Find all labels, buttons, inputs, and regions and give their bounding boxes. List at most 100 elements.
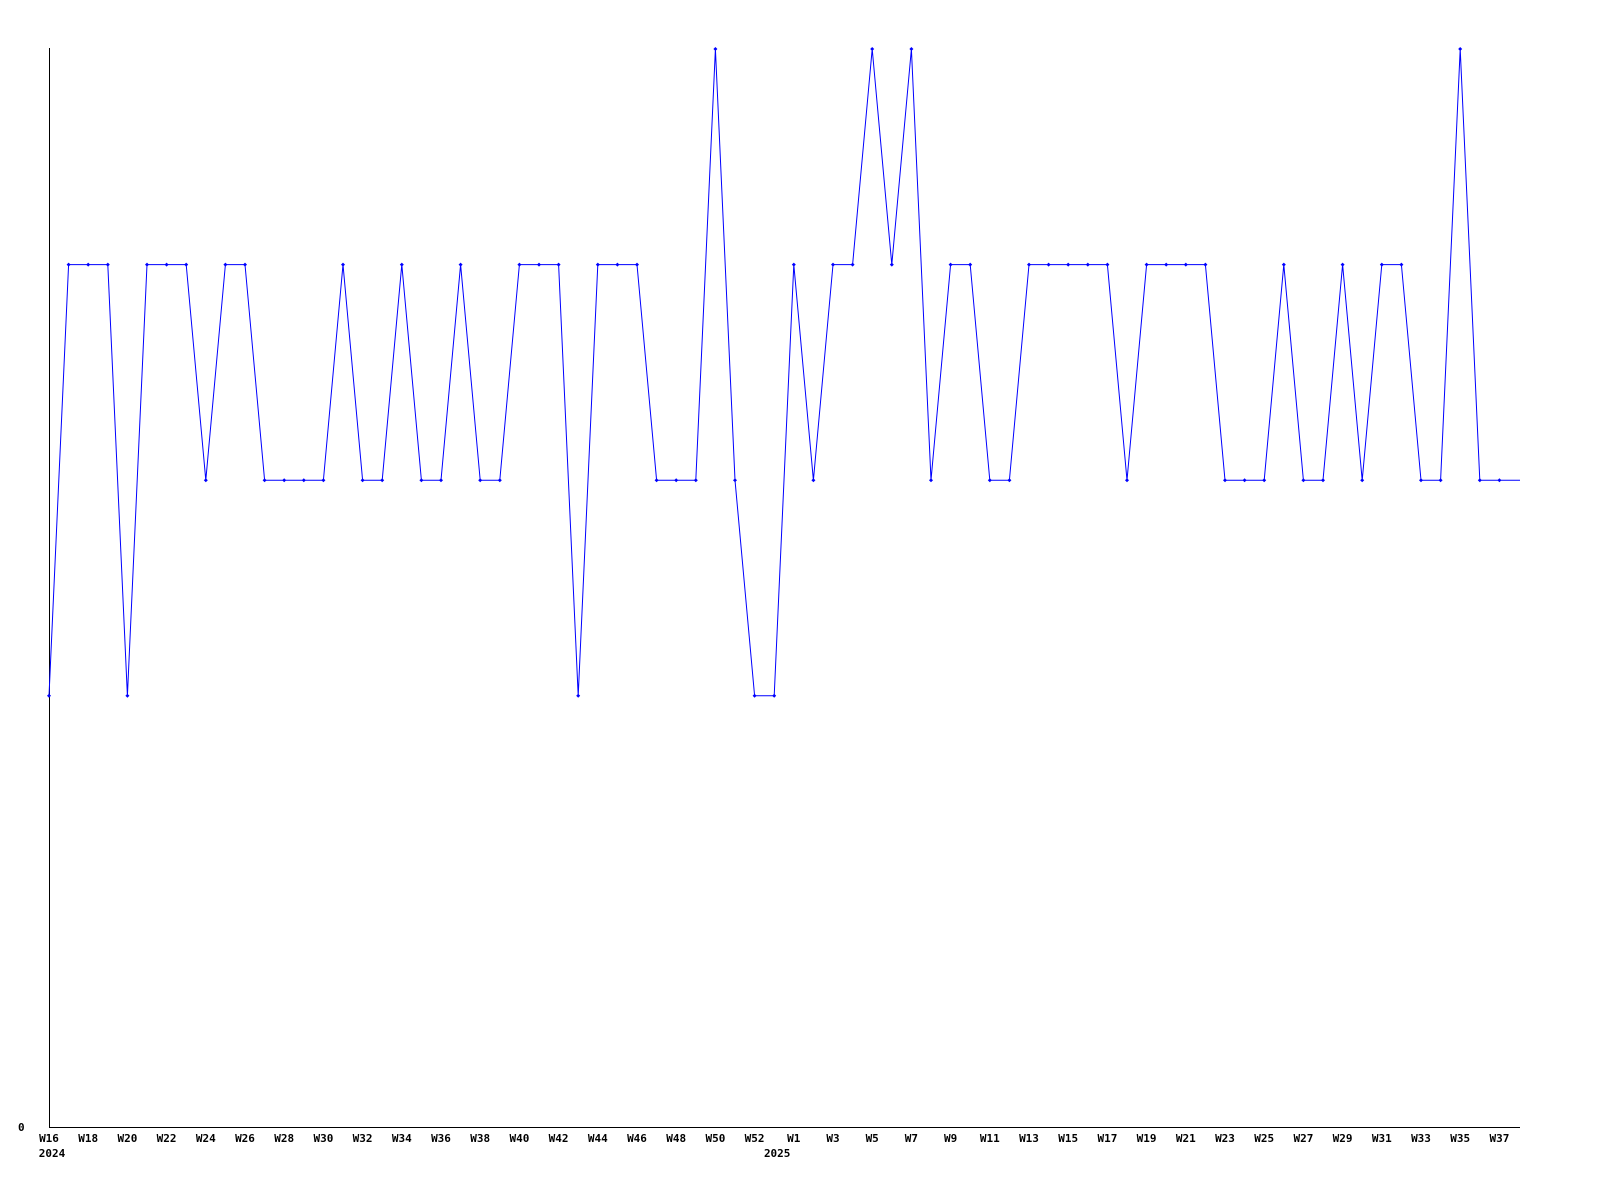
data-point — [595, 262, 600, 267]
data-point — [1477, 478, 1482, 483]
x-tick-label: W24 — [196, 1132, 216, 1145]
data-point — [615, 262, 620, 267]
data-point — [360, 478, 365, 483]
data-point — [1223, 478, 1227, 483]
data-point — [752, 693, 757, 698]
data-point — [1301, 478, 1306, 483]
data-point — [733, 478, 737, 483]
data-point — [1242, 478, 1247, 483]
data-point — [772, 693, 777, 698]
x-tick-label: W9 — [944, 1132, 957, 1145]
x-tick-label: W16 — [39, 1132, 59, 1145]
data-point — [1340, 262, 1345, 267]
data-point — [1360, 478, 1365, 483]
data-point — [1105, 262, 1110, 267]
data-point — [1438, 478, 1443, 483]
data-point — [419, 478, 424, 483]
data-point — [164, 262, 169, 267]
x-tick-label: W52 — [745, 1132, 765, 1145]
data-point — [635, 262, 639, 267]
data-point — [86, 262, 91, 267]
data-point — [1281, 262, 1286, 267]
data-point — [341, 262, 345, 267]
data-point — [791, 262, 796, 267]
x-tick-label: W38 — [470, 1132, 490, 1145]
x-tick-label: W27 — [1293, 1132, 1313, 1145]
x-year-label: 2024 — [39, 1147, 66, 1160]
x-tick-label: W48 — [666, 1132, 686, 1145]
data-point — [831, 262, 835, 267]
data-point — [909, 47, 914, 51]
data-point — [1379, 262, 1384, 267]
x-tick-label: W33 — [1411, 1132, 1431, 1145]
data-point — [576, 693, 581, 698]
data-point — [537, 262, 541, 267]
data-point — [399, 262, 404, 267]
data-point — [223, 262, 228, 267]
data-point — [713, 47, 718, 51]
data-point — [987, 478, 992, 483]
x-tick-label: W15 — [1058, 1132, 1078, 1145]
data-point — [1164, 262, 1169, 267]
data-point — [1203, 262, 1208, 267]
x-tick-label: W34 — [392, 1132, 412, 1145]
data-point — [262, 478, 267, 483]
x-tick-label: W23 — [1215, 1132, 1235, 1145]
x-tick-label: W50 — [705, 1132, 725, 1145]
data-point — [1262, 478, 1267, 483]
x-tick-label: W36 — [431, 1132, 451, 1145]
x-tick-label: W18 — [78, 1132, 98, 1145]
data-point — [105, 262, 110, 267]
data-point — [693, 478, 698, 483]
data-point — [948, 262, 953, 267]
data-point — [929, 478, 933, 483]
data-point — [184, 262, 189, 267]
data-point — [850, 262, 855, 267]
data-point — [145, 262, 149, 267]
data-point — [1007, 478, 1012, 483]
data-point — [1497, 478, 1502, 483]
data-point — [1399, 262, 1404, 267]
x-year-label: 2025 — [764, 1147, 791, 1160]
data-point — [301, 478, 306, 483]
x-tick-label: W5 — [866, 1132, 879, 1145]
x-tick-label: W13 — [1019, 1132, 1039, 1145]
x-tick-label: W40 — [509, 1132, 529, 1145]
data-point — [1144, 262, 1149, 267]
x-tick-label: W1 — [787, 1132, 801, 1145]
data-point — [556, 262, 561, 267]
data-point — [1183, 262, 1188, 267]
data-point — [321, 478, 326, 483]
data-point — [282, 478, 287, 483]
y-tick-label: 0 — [18, 1121, 25, 1134]
data-point — [1027, 262, 1031, 267]
x-tick-label: W7 — [905, 1132, 918, 1145]
data-point — [811, 478, 816, 483]
x-tick-label: W30 — [313, 1132, 333, 1145]
data-point — [1458, 47, 1463, 51]
data-point — [1125, 478, 1129, 483]
x-tick-label: W44 — [588, 1132, 608, 1145]
x-tick-label: W37 — [1489, 1132, 1509, 1145]
data-point — [47, 693, 51, 698]
data-point — [125, 693, 130, 698]
x-tick-label: W25 — [1254, 1132, 1274, 1145]
data-point — [517, 262, 522, 267]
data-point — [674, 478, 679, 483]
x-tick-label: W19 — [1137, 1132, 1157, 1145]
x-tick-label: W3 — [826, 1132, 839, 1145]
data-point — [458, 262, 463, 267]
data-point — [478, 478, 483, 483]
data-point — [1046, 262, 1051, 267]
data-point — [654, 478, 659, 483]
data-point — [870, 47, 875, 51]
x-tick-label: W20 — [117, 1132, 137, 1145]
x-tick-label: W26 — [235, 1132, 255, 1145]
data-point — [1321, 478, 1325, 483]
x-tick-label: W28 — [274, 1132, 294, 1145]
x-tick-label: W22 — [157, 1132, 177, 1145]
data-point — [1085, 262, 1090, 267]
x-tick-label: W31 — [1372, 1132, 1392, 1145]
x-tick-label: W35 — [1450, 1132, 1470, 1145]
